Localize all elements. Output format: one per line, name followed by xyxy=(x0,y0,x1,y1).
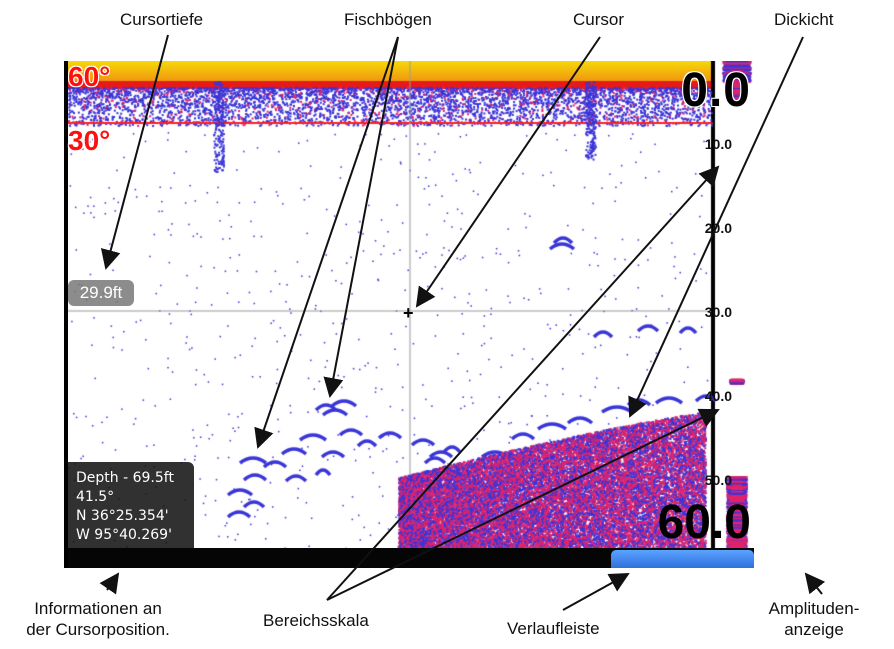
arrow-range-scale-2 xyxy=(326,408,720,601)
upper-depth-limit: 0.0 xyxy=(681,64,751,117)
range-scale-tick: 20.0 xyxy=(704,220,732,236)
callout-amplitude: Amplituden- anzeige xyxy=(754,598,874,640)
crosshair-icon[interactable]: + xyxy=(403,303,414,323)
arrow-fish-arch-2 xyxy=(323,36,399,398)
lower-depth-limit: 60.0 xyxy=(657,496,751,549)
history-bar[interactable] xyxy=(68,548,754,568)
arrow-history-bar xyxy=(562,573,630,611)
info-latitude: N 36°25.354' xyxy=(76,508,169,524)
info-temperature: 41.5° xyxy=(76,489,115,505)
callout-cursor-depth: Cursortiefe xyxy=(120,10,204,29)
info-longitude: W 95°40.269' xyxy=(76,527,172,543)
info-depth: Depth - 69.5ft xyxy=(76,470,174,486)
callout-cursor-info: Informationen an der Cursorposition. xyxy=(0,598,196,640)
angle-label-second: 30° xyxy=(68,125,111,156)
callout-cursor: Cursor xyxy=(573,10,625,29)
callout-cursor-info-line2: der Cursorposition. xyxy=(26,620,170,639)
callout-thicket: Dickicht xyxy=(774,10,834,29)
range-scale-tick: 50.0 xyxy=(704,472,732,488)
callout-fish-arches: Fischbögen xyxy=(344,10,432,29)
callout-range-scale: Bereichsskala xyxy=(263,611,369,630)
history-bar-thumb[interactable] xyxy=(611,550,754,568)
arrow-amplitude xyxy=(804,572,826,595)
arrow-cursor xyxy=(415,36,601,308)
angle-label-top: 60° xyxy=(68,61,111,92)
arrow-cursor-depth xyxy=(100,34,169,270)
arrow-fish-arch-1 xyxy=(254,36,399,449)
cursor-depth-readout: 29.9ft xyxy=(68,280,134,306)
sonar-display[interactable]: 60° 30° 0.0 60.0 10.0 20.0 30.0 40.0 50.… xyxy=(64,61,759,568)
arrow-thicket xyxy=(628,36,804,418)
callout-history-bar: Verlaufleiste xyxy=(507,619,600,638)
range-scale-tick: 10.0 xyxy=(704,136,732,152)
callout-amplitude-line2: anzeige xyxy=(784,620,844,639)
arrow-range-scale-1 xyxy=(326,165,720,601)
callout-amplitude-line1: Amplituden- xyxy=(768,599,860,618)
callout-cursor-info-line1: Informationen an xyxy=(34,599,162,618)
range-scale-tick: 40.0 xyxy=(704,388,732,404)
arrow-cursor-info xyxy=(99,572,120,595)
range-scale-tick: 30.0 xyxy=(704,304,732,320)
